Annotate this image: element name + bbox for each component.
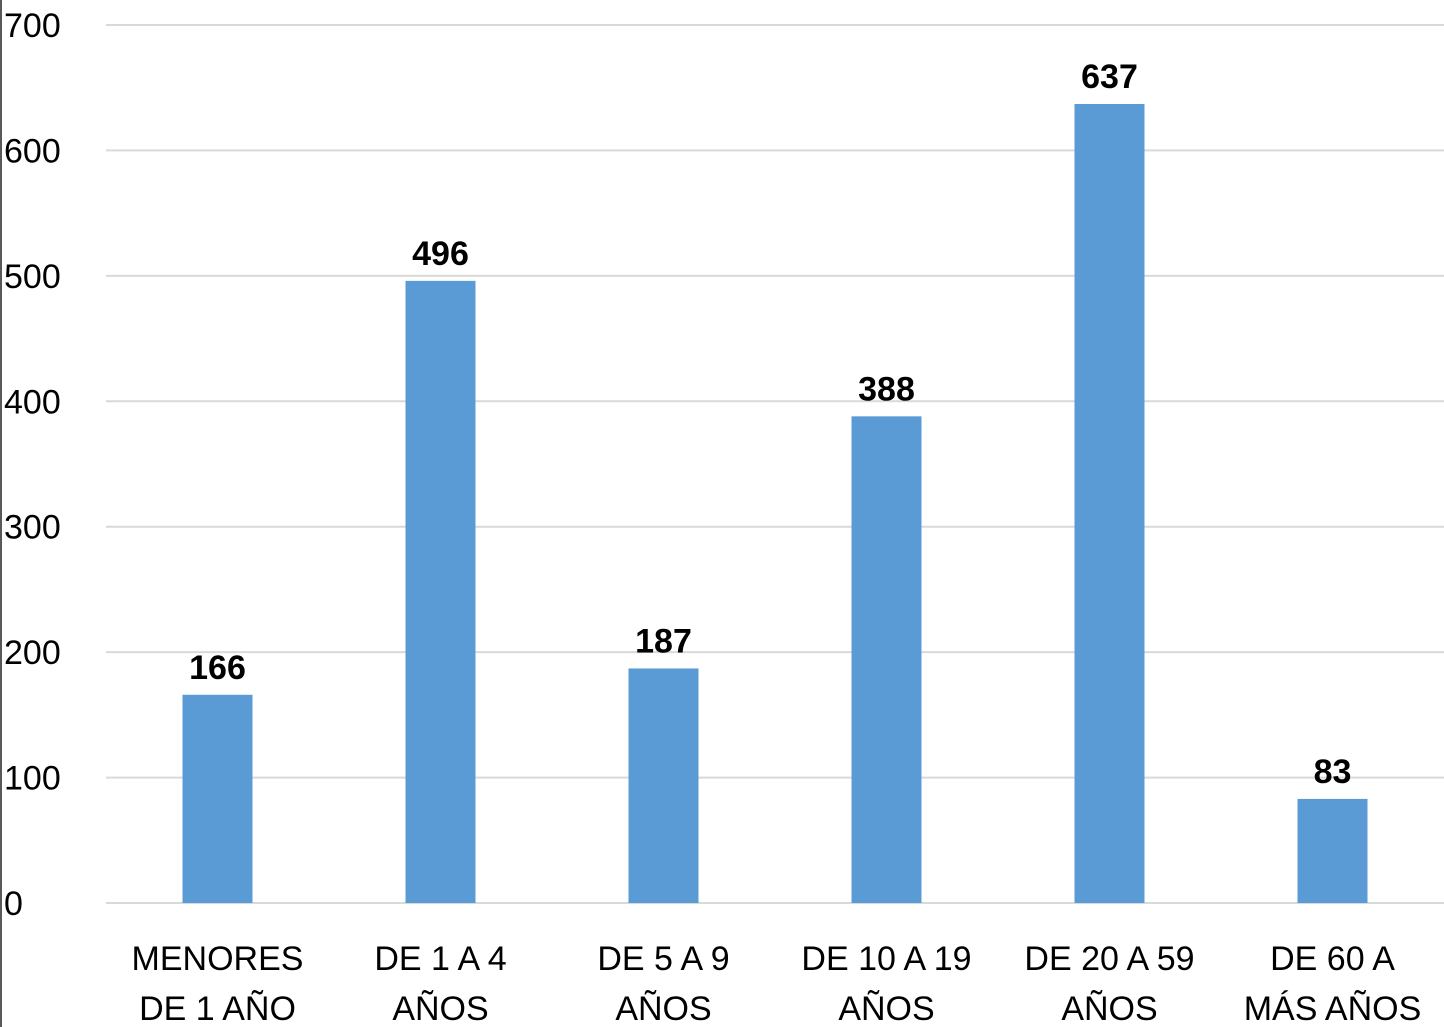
x-category-label: AÑOS [1061, 990, 1157, 1027]
x-category-label: AÑOS [615, 990, 711, 1027]
x-category-label: DE 1 A 4 [374, 940, 506, 978]
y-tick-label: 100 [4, 760, 61, 798]
y-tick-label: 400 [4, 383, 61, 421]
x-category-label: MÁS AÑOS [1244, 990, 1422, 1027]
x-category-label: DE 10 A 19 [801, 940, 971, 978]
y-tick-label: 700 [4, 7, 61, 45]
x-axis-category-labels: MENORES DE 1 AÑO DE 1 A 4 AÑOS DE 5 A 9 AÑOS D… [132, 940, 1422, 1027]
bar [851, 416, 922, 903]
bar [1074, 104, 1145, 903]
x-category-label: MENORES [132, 940, 304, 978]
data-label: 166 [189, 649, 246, 687]
data-label: 388 [858, 370, 915, 408]
x-category-label: AÑOS [392, 990, 488, 1027]
x-category-label: DE 60 A [1270, 940, 1395, 978]
data-label: 187 [635, 622, 692, 660]
y-tick-label: 300 [4, 509, 61, 547]
x-category-label: DE 5 A 9 [597, 940, 729, 978]
y-tick-label: 200 [4, 634, 61, 672]
bars [182, 104, 1368, 904]
y-axis-tick-labels: 0 100 200 300 400 500 600 700 [4, 7, 61, 923]
x-category-label: AÑOS [838, 990, 934, 1027]
data-labels: 166 496 187 388 637 83 [189, 58, 1351, 791]
data-label: 83 [1314, 753, 1352, 791]
bar [182, 694, 253, 903]
data-label: 496 [412, 235, 469, 273]
bar [405, 280, 476, 904]
data-label: 637 [1081, 58, 1138, 96]
y-tick-label: 500 [4, 258, 61, 296]
x-category-label: DE 20 A 59 [1024, 940, 1194, 978]
y-tick-label: 0 [4, 885, 23, 923]
y-tick-label: 600 [4, 132, 61, 170]
bar [1297, 798, 1368, 903]
x-category-label: DE 1 AÑO [139, 990, 296, 1027]
bar [628, 668, 699, 903]
